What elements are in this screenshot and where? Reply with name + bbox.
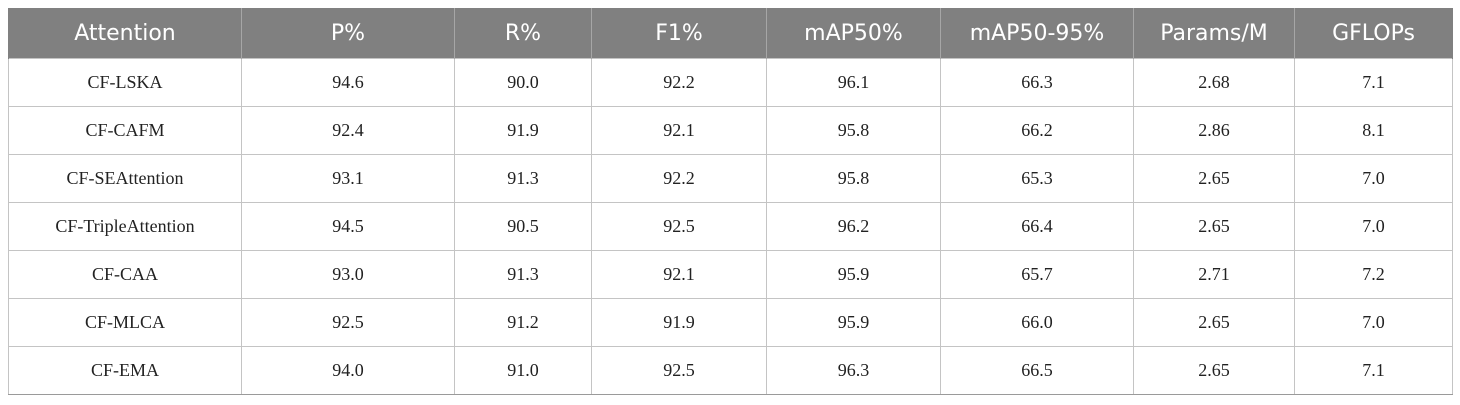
cell-attention: CF-EMA xyxy=(8,346,242,395)
cell-attention: CF-SEAttention xyxy=(8,154,242,203)
cell-map50-95: 66.0 xyxy=(940,298,1134,347)
cell-gflops: 7.1 xyxy=(1294,58,1453,107)
header-params: Params/M xyxy=(1133,8,1295,59)
cell-params: 2.68 xyxy=(1133,58,1295,107)
cell-recall: 91.2 xyxy=(454,298,592,347)
cell-recall: 91.0 xyxy=(454,346,592,395)
cell-params: 2.65 xyxy=(1133,346,1295,395)
cell-attention: CF-MLCA xyxy=(8,298,242,347)
header-recall: R% xyxy=(454,8,592,59)
cell-gflops: 7.1 xyxy=(1294,346,1453,395)
table-row: CF-SEAttention 93.1 91.3 92.2 95.8 65.3 2.65 7.… xyxy=(8,154,1453,203)
cell-recall: 90.5 xyxy=(454,202,592,251)
table-row: CF-EMA 94.0 91.0 92.5 96.3 66.5 2.65 7.1 xyxy=(8,346,1453,395)
header-precision: P% xyxy=(241,8,455,59)
cell-precision: 94.6 xyxy=(241,58,455,107)
cell-map50: 95.9 xyxy=(766,298,941,347)
cell-gflops: 8.1 xyxy=(1294,106,1453,155)
header-map50-95: mAP50-95% xyxy=(940,8,1134,59)
cell-map50: 95.8 xyxy=(766,106,941,155)
cell-recall: 91.3 xyxy=(454,154,592,203)
cell-gflops: 7.0 xyxy=(1294,154,1453,203)
cell-f1: 92.1 xyxy=(591,106,767,155)
header-map50: mAP50% xyxy=(766,8,941,59)
cell-map50-95: 66.2 xyxy=(940,106,1134,155)
cell-map50-95: 65.7 xyxy=(940,250,1134,299)
cell-params: 2.86 xyxy=(1133,106,1295,155)
cell-gflops: 7.0 xyxy=(1294,202,1453,251)
cell-precision: 93.1 xyxy=(241,154,455,203)
cell-f1: 91.9 xyxy=(591,298,767,347)
cell-recall: 90.0 xyxy=(454,58,592,107)
table-row: CF-LSKA 94.6 90.0 92.2 96.1 66.3 2.68 7.1 xyxy=(8,58,1453,107)
cell-attention: CF-LSKA xyxy=(8,58,242,107)
cell-params: 2.71 xyxy=(1133,250,1295,299)
cell-recall: 91.3 xyxy=(454,250,592,299)
cell-precision: 93.0 xyxy=(241,250,455,299)
table-row: CF-CAA 93.0 91.3 92.1 95.9 65.7 2.71 7.2 xyxy=(8,250,1453,299)
table-container: Attention P% R% F1% mAP50% mAP50-95% Par… xyxy=(8,8,1453,395)
cell-map50-95: 66.4 xyxy=(940,202,1134,251)
cell-f1: 92.5 xyxy=(591,346,767,395)
cell-precision: 92.5 xyxy=(241,298,455,347)
table-row: CF-TripleAttention 94.5 90.5 92.5 96.2 66.4 2.… xyxy=(8,202,1453,251)
cell-map50-95: 65.3 xyxy=(940,154,1134,203)
cell-attention: CF-TripleAttention xyxy=(8,202,242,251)
cell-f1: 92.1 xyxy=(591,250,767,299)
cell-attention: CF-CAFM xyxy=(8,106,242,155)
cell-params: 2.65 xyxy=(1133,154,1295,203)
cell-attention: CF-CAA xyxy=(8,250,242,299)
cell-precision: 94.0 xyxy=(241,346,455,395)
cell-map50: 95.8 xyxy=(766,154,941,203)
cell-gflops: 7.0 xyxy=(1294,298,1453,347)
cell-map50: 95.9 xyxy=(766,250,941,299)
cell-f1: 92.2 xyxy=(591,154,767,203)
cell-map50-95: 66.5 xyxy=(940,346,1134,395)
cell-f1: 92.5 xyxy=(591,202,767,251)
cell-map50: 96.2 xyxy=(766,202,941,251)
cell-map50: 96.1 xyxy=(766,58,941,107)
cell-params: 2.65 xyxy=(1133,202,1295,251)
header-gflops: GFLOPs xyxy=(1294,8,1453,59)
cell-f1: 92.2 xyxy=(591,58,767,107)
cell-map50-95: 66.3 xyxy=(940,58,1134,107)
cell-precision: 92.4 xyxy=(241,106,455,155)
cell-params: 2.65 xyxy=(1133,298,1295,347)
cell-precision: 94.5 xyxy=(241,202,455,251)
table-body: CF-LSKA 94.6 90.0 92.2 96.1 66.3 2.68 7.1 CF-CAF… xyxy=(8,58,1453,395)
attention-comparison-table: Attention P% R% F1% mAP50% mAP50-95% Par… xyxy=(8,8,1453,395)
cell-map50: 96.3 xyxy=(766,346,941,395)
table-row: CF-CAFM 92.4 91.9 92.1 95.8 66.2 2.86 8.1 xyxy=(8,106,1453,155)
header-attention: Attention xyxy=(8,8,242,59)
cell-recall: 91.9 xyxy=(454,106,592,155)
table-row: CF-MLCA 92.5 91.2 91.9 95.9 66.0 2.65 7.0 xyxy=(8,298,1453,347)
header-f1: F1% xyxy=(591,8,767,59)
cell-gflops: 7.2 xyxy=(1294,250,1453,299)
header-row: Attention P% R% F1% mAP50% mAP50-95% Par… xyxy=(8,8,1453,59)
